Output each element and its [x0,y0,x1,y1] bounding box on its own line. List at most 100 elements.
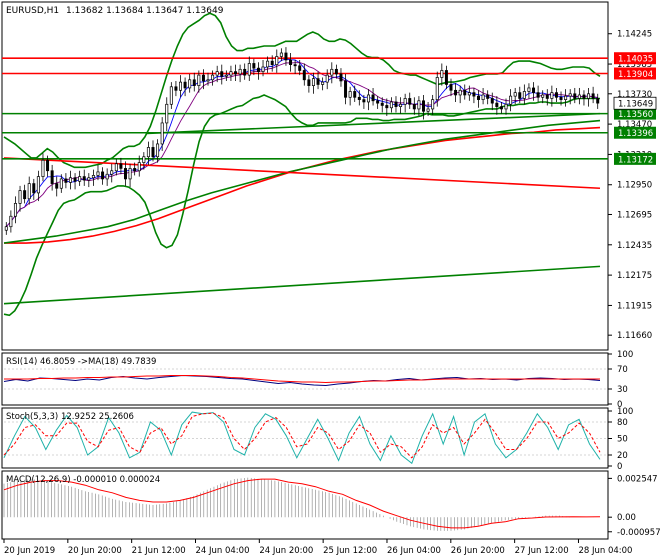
candle [403,93,407,113]
candle [234,64,238,81]
candle [270,55,274,72]
level-labels: 1.14035 1.13904 1.13560 1.13396 1.13172 1.136… [613,52,657,165]
candle [321,77,325,91]
candle [137,155,141,177]
axis-tick-label: 0.002547 [617,474,658,484]
candle [550,85,554,107]
level-label: 1.14035 [614,52,656,65]
svg-text:1.13560: 1.13560 [618,110,653,120]
price-axis: 1.142451.139851.137301.134701.132101.129… [608,30,652,341]
candle [114,159,118,176]
candle [385,98,389,116]
candle [211,70,215,86]
candle [46,155,50,177]
candle [582,90,586,106]
candle [23,184,27,204]
time-tick-label: 27 Jun 12:00 [515,546,569,556]
candle [133,162,137,176]
symbol-label: EURUSD,H1 [6,6,59,16]
candle [587,87,591,107]
candle [105,168,109,186]
trend-line-2 [3,265,601,305]
level-label: 1.13904 [614,67,656,80]
time-tick-label: 24 Jun 04:00 [195,546,249,556]
candle [463,84,467,100]
main-chart: 1.142451.139851.137301.134701.132101.129… [2,12,657,341]
candle [554,87,558,102]
series--k [3,411,601,465]
trend-lines [3,112,601,305]
candle [536,85,540,102]
candle [174,80,178,97]
candle [87,173,91,188]
candle [344,73,348,105]
candle [348,86,352,106]
trend-line-1 [3,157,601,190]
time-tick-label: 26 Jun 04:00 [387,546,441,556]
axis-tick-label: 80 [617,418,628,428]
current-price-label: 1.13649 [613,96,657,110]
candle [224,70,228,81]
header-symbol-ohlc: EURUSD,H1 1.13682 1.13684 1.13647 1.1364… [6,6,224,16]
candle [32,178,36,200]
candle [458,85,462,104]
candle [412,97,416,115]
candle [229,65,233,81]
candle [68,170,72,190]
rsi-panel: 100 70 30 0 [3,350,633,410]
candle [495,96,499,115]
candle [421,94,425,120]
candle [311,72,315,94]
candle [27,176,31,205]
candle [169,82,173,109]
price-tick-label: 1.11915 [617,301,652,311]
series-ma-18- [4,375,600,384]
candle [238,64,242,83]
axis-tick-label: 30 [617,385,628,395]
candle [36,170,40,202]
candle [509,89,513,112]
candle [541,90,545,104]
candle [247,56,251,81]
stoch-title: Stoch(5,3,3) 12.9252 25.2606 [6,412,134,422]
candle [389,97,393,113]
level-label: 1.13560 [614,107,656,120]
candle [490,92,494,111]
candle [142,152,146,170]
candle [55,176,59,197]
candle [444,65,448,90]
candle [399,97,403,114]
moving-averages [3,58,601,244]
svg-text:1.13396: 1.13396 [618,129,653,139]
candle [596,93,600,109]
candle [316,71,320,90]
candle [330,62,334,84]
candle [394,96,398,113]
candle [4,222,8,235]
candle [96,164,100,181]
price-tick-label: 1.13985 [617,60,652,70]
candle [206,72,210,86]
candle [577,87,581,105]
macd-title: MACD(12,26,9) -0.000010 0.000024 [6,475,160,485]
candle [18,185,22,212]
candle [440,63,444,86]
candle [454,83,458,102]
axis-tick-label: 0 [617,462,622,472]
time-tick-label: 20 Jun 20:00 [68,546,122,556]
candlesticks [4,47,600,235]
candle [353,85,357,102]
candle [408,92,412,109]
candle [325,69,329,90]
candle [82,169,86,186]
candle [119,157,123,175]
axis-tick-label: 0 [617,400,622,410]
candle [101,167,105,185]
candle [13,196,17,224]
candle [123,161,127,186]
price-tick-label: 1.12695 [617,210,652,220]
axis-tick-label: 100 [617,350,633,360]
axis-tick-label: 50 [617,435,628,445]
